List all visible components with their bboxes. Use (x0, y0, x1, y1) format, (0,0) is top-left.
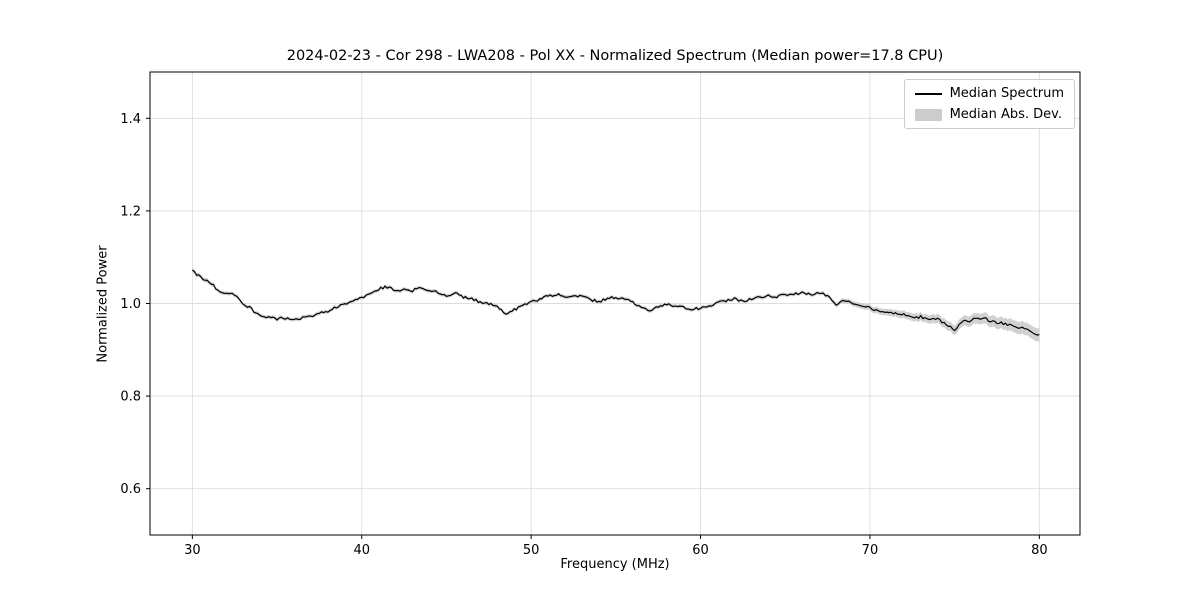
x-axis-label: Frequency (MHz) (560, 557, 670, 572)
median-abs-dev-band-swatch (914, 108, 942, 121)
svg-text:0.8: 0.8 (120, 390, 141, 405)
svg-text:0.6: 0.6 (120, 482, 141, 497)
svg-text:60: 60 (692, 543, 709, 558)
svg-text:30: 30 (184, 543, 201, 558)
legend-label-median-spectrum: Median Spectrum (949, 86, 1064, 101)
chart-title: 2024-02-23 - Cor 298 - LWA208 - Pol XX -… (286, 48, 944, 64)
legend-label-median-abs-dev: Median Abs. Dev. (949, 107, 1063, 122)
median-spectrum-line-swatch (914, 92, 942, 95)
svg-text:70: 70 (862, 543, 879, 558)
svg-text:1.2: 1.2 (120, 204, 141, 219)
legend: Median Spectrum Median Abs. Dev. (903, 79, 1075, 129)
legend-item-median-spectrum: Median Spectrum (914, 86, 1064, 101)
svg-text:80: 80 (1031, 543, 1048, 558)
svg-text:40: 40 (353, 543, 370, 558)
legend-item-median-abs-dev: Median Abs. Dev. (914, 107, 1064, 122)
svg-text:50: 50 (523, 543, 540, 558)
svg-text:1.4: 1.4 (120, 112, 141, 127)
svg-text:1.0: 1.0 (120, 297, 141, 312)
